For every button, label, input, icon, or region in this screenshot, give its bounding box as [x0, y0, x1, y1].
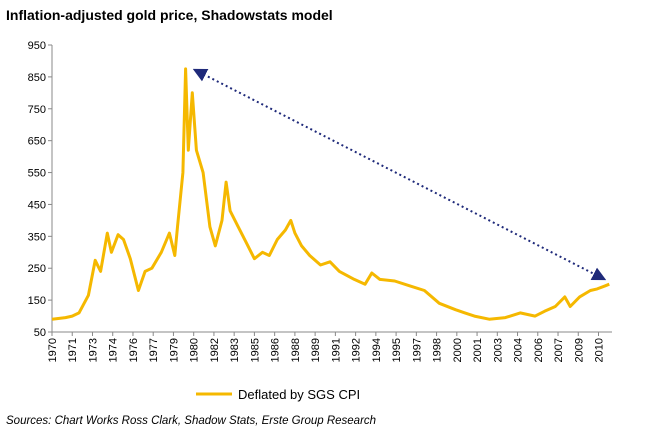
y-tick-label: 250: [28, 263, 46, 275]
x-tick-label: 1979: [168, 338, 180, 362]
x-tick-label: 1973: [87, 338, 99, 362]
trend-arrow: [192, 68, 607, 281]
x-tick-label: 2009: [573, 338, 585, 362]
y-tick-label: 550: [28, 168, 46, 180]
x-tick-label: 1991: [330, 338, 342, 362]
x-tick-label: 1998: [432, 338, 444, 362]
y-tick-label: 450: [28, 199, 46, 211]
legend-label: Deflated by SGS CPI: [238, 387, 360, 402]
x-tick-label: 1994: [371, 338, 383, 362]
x-tick-label: 1983: [229, 338, 241, 362]
x-tick-label: 1971: [67, 338, 79, 362]
y-tick-label: 350: [28, 231, 46, 243]
x-tick-label: 2006: [533, 338, 545, 362]
x-tick-label: 1989: [310, 338, 322, 362]
y-tick-label: 950: [28, 40, 46, 52]
x-tick-label: 1970: [47, 338, 59, 362]
x-tick-label: 1974: [108, 338, 120, 362]
x-tick-label: 2001: [472, 338, 484, 362]
x-tick-label: 2010: [594, 338, 606, 362]
x-tick-label: 1980: [189, 338, 201, 362]
y-tick-label: 850: [28, 72, 46, 84]
y-tick-label: 650: [28, 136, 46, 148]
x-tick-label: 1977: [148, 338, 160, 362]
x-tick-label: 1997: [411, 338, 423, 362]
y-tick-label: 50: [34, 327, 46, 339]
x-tick-label: 1992: [351, 338, 363, 362]
x-tick-label: 2004: [513, 338, 525, 362]
source-note: Sources: Chart Works Ross Clark, Shadow …: [6, 415, 376, 427]
data-line: [51, 67, 610, 321]
x-tick-label: 2007: [553, 338, 565, 362]
chart-title: Inflation-adjusted gold price, Shadowsta…: [6, 7, 333, 23]
y-tick-label: 150: [28, 295, 46, 307]
y-tick-label: 750: [28, 104, 46, 116]
x-tick-label: 2003: [492, 338, 504, 362]
x-tick-label: 1976: [128, 338, 140, 362]
x-tick-label: 1995: [391, 338, 403, 362]
x-tick-label: 1985: [249, 338, 261, 362]
x-tick-label: 1986: [270, 338, 282, 362]
x-tick-label: 1982: [209, 338, 221, 362]
x-tick-label: 2000: [452, 338, 464, 362]
x-tick-label: 1988: [290, 338, 302, 362]
